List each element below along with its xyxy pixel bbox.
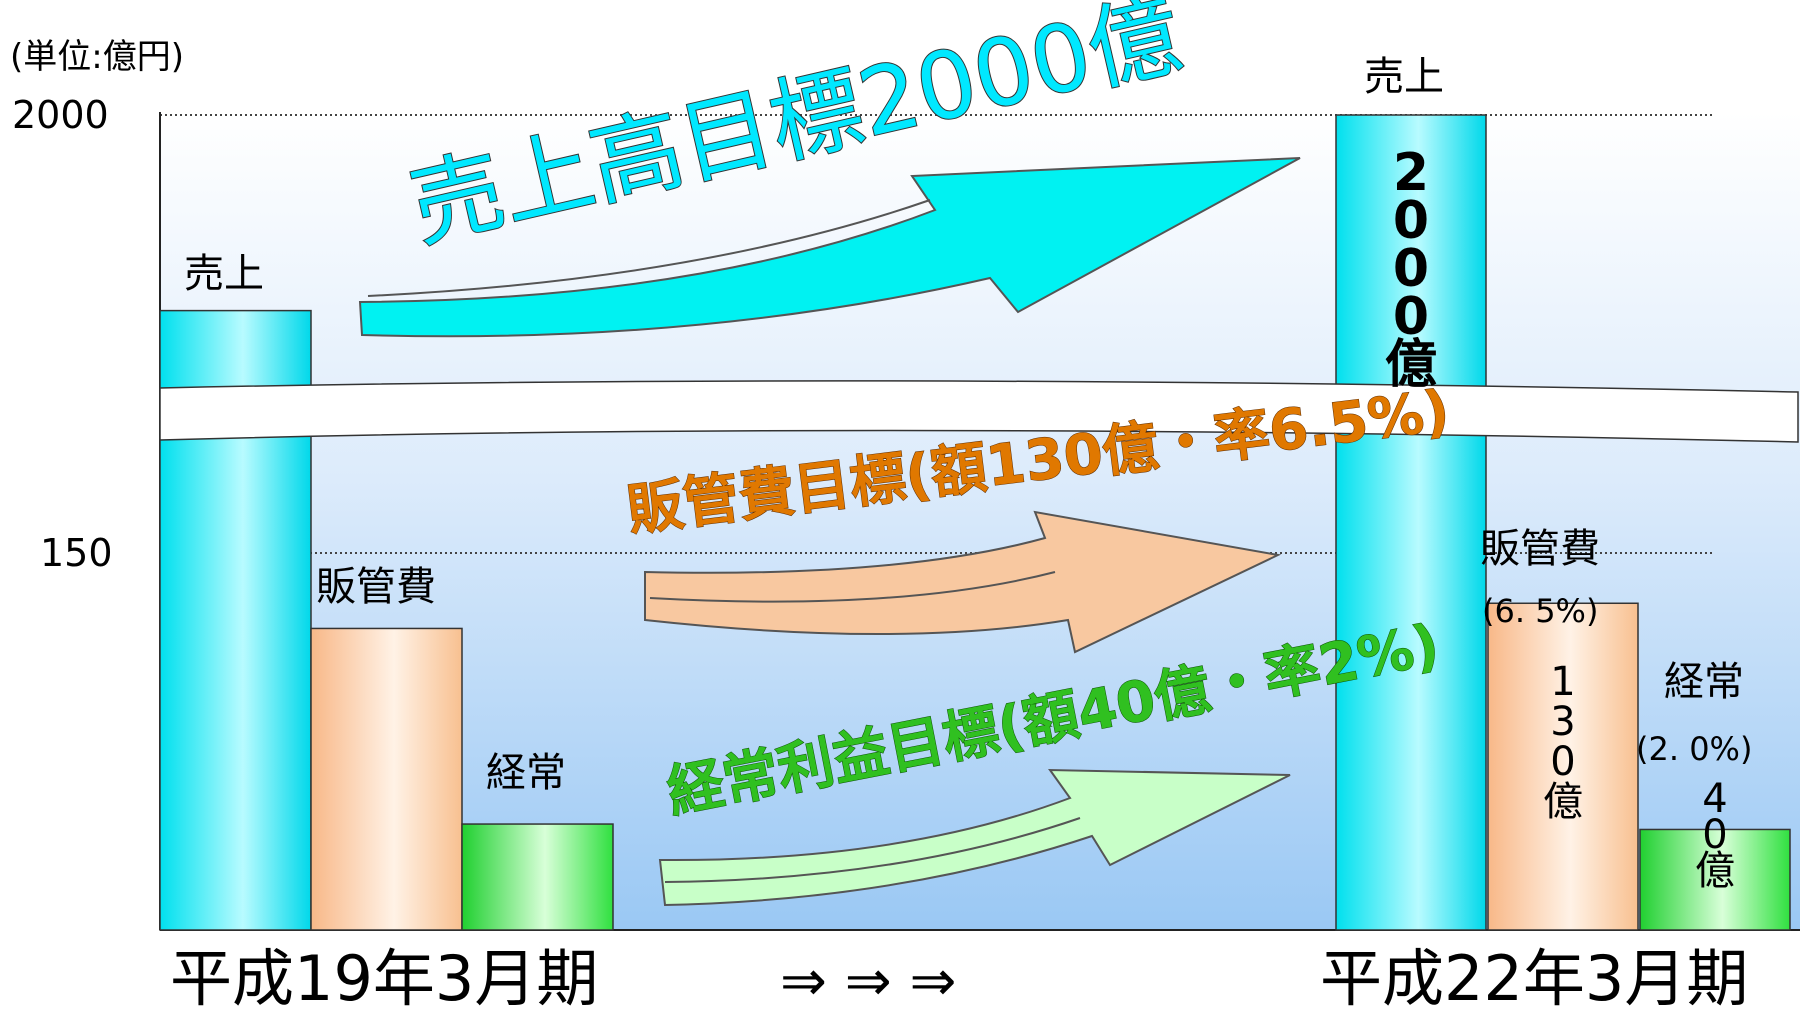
bar-g2-ordinary [1639, 828, 1791, 931]
y-unit-label: (単位:億円) [10, 37, 184, 77]
value-label-char: 0 [1550, 739, 1575, 785]
bar-label-g2-sales: 売上 [1364, 54, 1444, 100]
sales-arrow [358, 157, 1301, 338]
bar-label-g2-sga: 販管費 [1480, 526, 1600, 572]
bar-label-g2-ordinary: 経常 [1664, 659, 1744, 705]
value-label-g2-sales: 2000億 [1385, 143, 1437, 395]
value-label-char: 億 [1543, 779, 1583, 825]
x-label-g1: 平成19年3月期 [170, 942, 598, 1011]
x-label-g2: 平成22年3月期 [1320, 942, 1748, 1011]
axis-break-band [159, 380, 1799, 443]
ordinary-arrow [658, 768, 1291, 907]
value-label-char: 0 [1393, 287, 1429, 347]
bar-label-g1-sales: 売上 [184, 251, 264, 297]
value-label-g2-ordinary: 40億 [1695, 776, 1735, 894]
value-label-char: 3 [1550, 699, 1575, 745]
bar-label-g1-ordinary: 経常 [486, 750, 566, 796]
y-tick-label: 2000 [12, 93, 109, 137]
value-label-char: 0 [1393, 239, 1429, 299]
y-tick-label: 150 [40, 531, 113, 575]
value-label-char: 1 [1550, 659, 1575, 705]
value-label-char: 0 [1393, 191, 1429, 251]
value-label-char: 4 [1702, 776, 1727, 822]
bar-g1-sga [310, 627, 463, 931]
bar-rate-g2-sga: (6. 5%) [1482, 592, 1598, 630]
value-label-char: 0 [1702, 812, 1727, 858]
value-label-char: 億 [1385, 335, 1437, 395]
x-label-transition: ⇒ ⇒ ⇒ [780, 949, 956, 1011]
value-label-g2-sga: 130億 [1543, 659, 1583, 825]
value-label-char: 2 [1393, 143, 1429, 203]
bar-rate-g2-ordinary: (2. 0%) [1636, 730, 1752, 768]
bar-g2-sales [1335, 114, 1487, 931]
sga-arrow [644, 510, 1282, 654]
bar-label-g1-sga: 販管費 [316, 564, 436, 610]
bar-g2-sga [1487, 602, 1639, 931]
bar-g1-ordinary [461, 823, 614, 931]
value-label-char: 億 [1695, 848, 1735, 894]
